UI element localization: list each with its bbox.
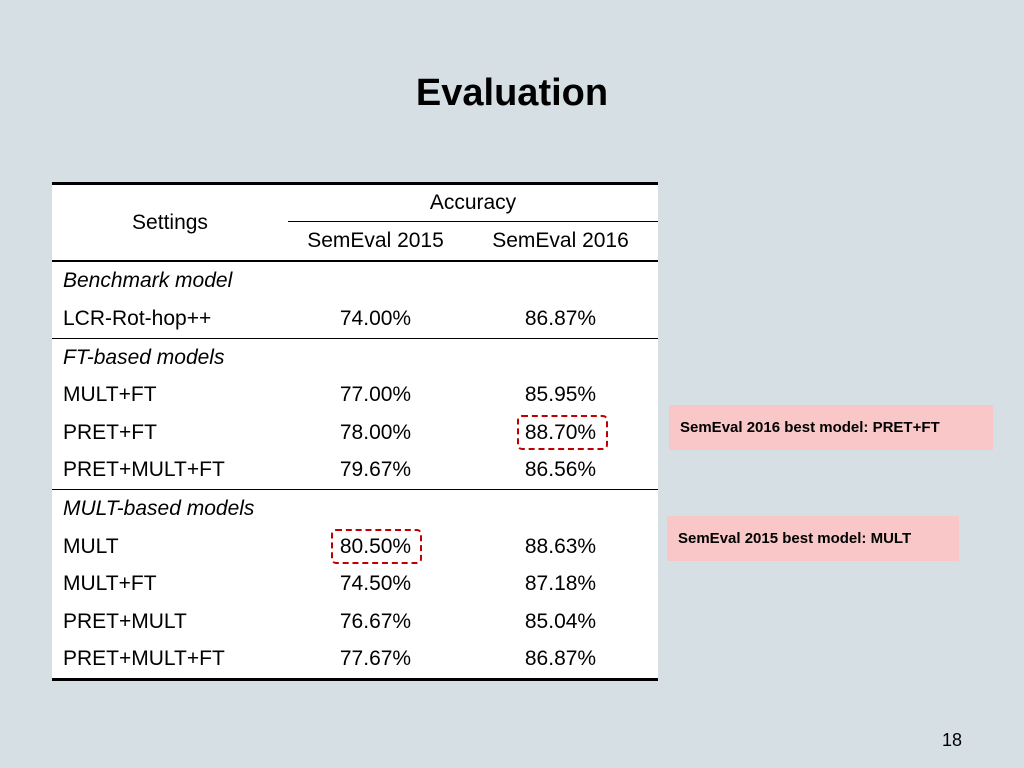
accuracy-2015: 74.50%: [339, 572, 412, 596]
table-row: PRET+MULT+FT 79.67% 86.56%: [52, 452, 658, 490]
table-header: Settings Accuracy SemEval 2015 SemEval 2…: [52, 185, 658, 262]
semeval-2015-header: SemEval 2015: [307, 229, 444, 252]
accuracy-2015: 77.67%: [339, 647, 412, 671]
group-label: MULT-based models: [63, 497, 255, 520]
table-row: PRET+MULT+FT 77.67% 86.87%: [52, 641, 658, 679]
results-table: Settings Accuracy SemEval 2015 SemEval 2…: [52, 182, 658, 681]
table-group-benchmark: Benchmark model LCR-Rot-hop++ 74.00% 86.…: [52, 262, 658, 339]
model-name: MULT: [63, 534, 119, 558]
table-row: LCR-Rot-hop++ 74.00% 86.87%: [52, 300, 658, 338]
accuracy-2015: 78.00%: [339, 420, 412, 444]
accuracy-2016: 86.87%: [524, 647, 597, 671]
accuracy-2015: 76.67%: [339, 609, 412, 633]
accuracy-2016: 88.63%: [524, 534, 597, 558]
accuracy-2015: 77.00%: [339, 383, 412, 407]
accuracy-2015: 79.67%: [339, 458, 412, 482]
accuracy-2016: 86.87%: [524, 306, 597, 330]
table-row: MULT 80.50% 88.63%: [52, 528, 658, 566]
table-row: MULT+FT 77.00% 85.95%: [52, 377, 658, 415]
best-2016-note: SemEval 2016 best model: PRET+FT: [669, 405, 993, 450]
settings-header: Settings: [132, 210, 208, 234]
model-name: PRET+MULT: [63, 609, 187, 633]
accuracy-2016: 85.95%: [524, 383, 597, 407]
best-2015-note: SemEval 2015 best model: MULT: [667, 516, 959, 561]
accuracy-2016: 85.04%: [524, 609, 597, 633]
accuracy-2016: 87.18%: [524, 572, 597, 596]
table-row: PRET+MULT 76.67% 85.04%: [52, 603, 658, 641]
accuracy-2016: 88.70%: [524, 420, 597, 444]
accuracy-2015: 74.00%: [339, 306, 412, 330]
group-label: Benchmark model: [63, 269, 233, 292]
semeval-2016-header: SemEval 2016: [492, 229, 629, 252]
model-name: PRET+FT: [63, 420, 157, 444]
group-label: FT-based models: [63, 345, 225, 369]
table-group-ft-based: FT-based models MULT+FT 77.00% 85.95% PR…: [52, 339, 658, 490]
table-row: MULT+FT 74.50% 87.18%: [52, 566, 658, 604]
model-name: LCR-Rot-hop++: [63, 306, 212, 330]
table-row: PRET+FT 78.00% 88.70%: [52, 414, 658, 452]
model-name: MULT+FT: [63, 572, 157, 596]
slide-title: Evaluation: [415, 72, 609, 114]
best-2016-highlight: [517, 415, 608, 450]
page-number: 18: [941, 730, 962, 750]
accuracy-2015: 80.50%: [339, 534, 412, 558]
table-group-mult-based: MULT-based models MULT 80.50% 88.63% MUL…: [52, 490, 658, 678]
accuracy-header: Accuracy: [288, 185, 658, 222]
model-name: PRET+MULT+FT: [63, 647, 225, 671]
accuracy-2016: 86.56%: [524, 458, 597, 482]
model-name: MULT+FT: [63, 383, 157, 407]
best-2015-highlight: [331, 529, 422, 564]
model-name: PRET+MULT+FT: [63, 458, 225, 482]
